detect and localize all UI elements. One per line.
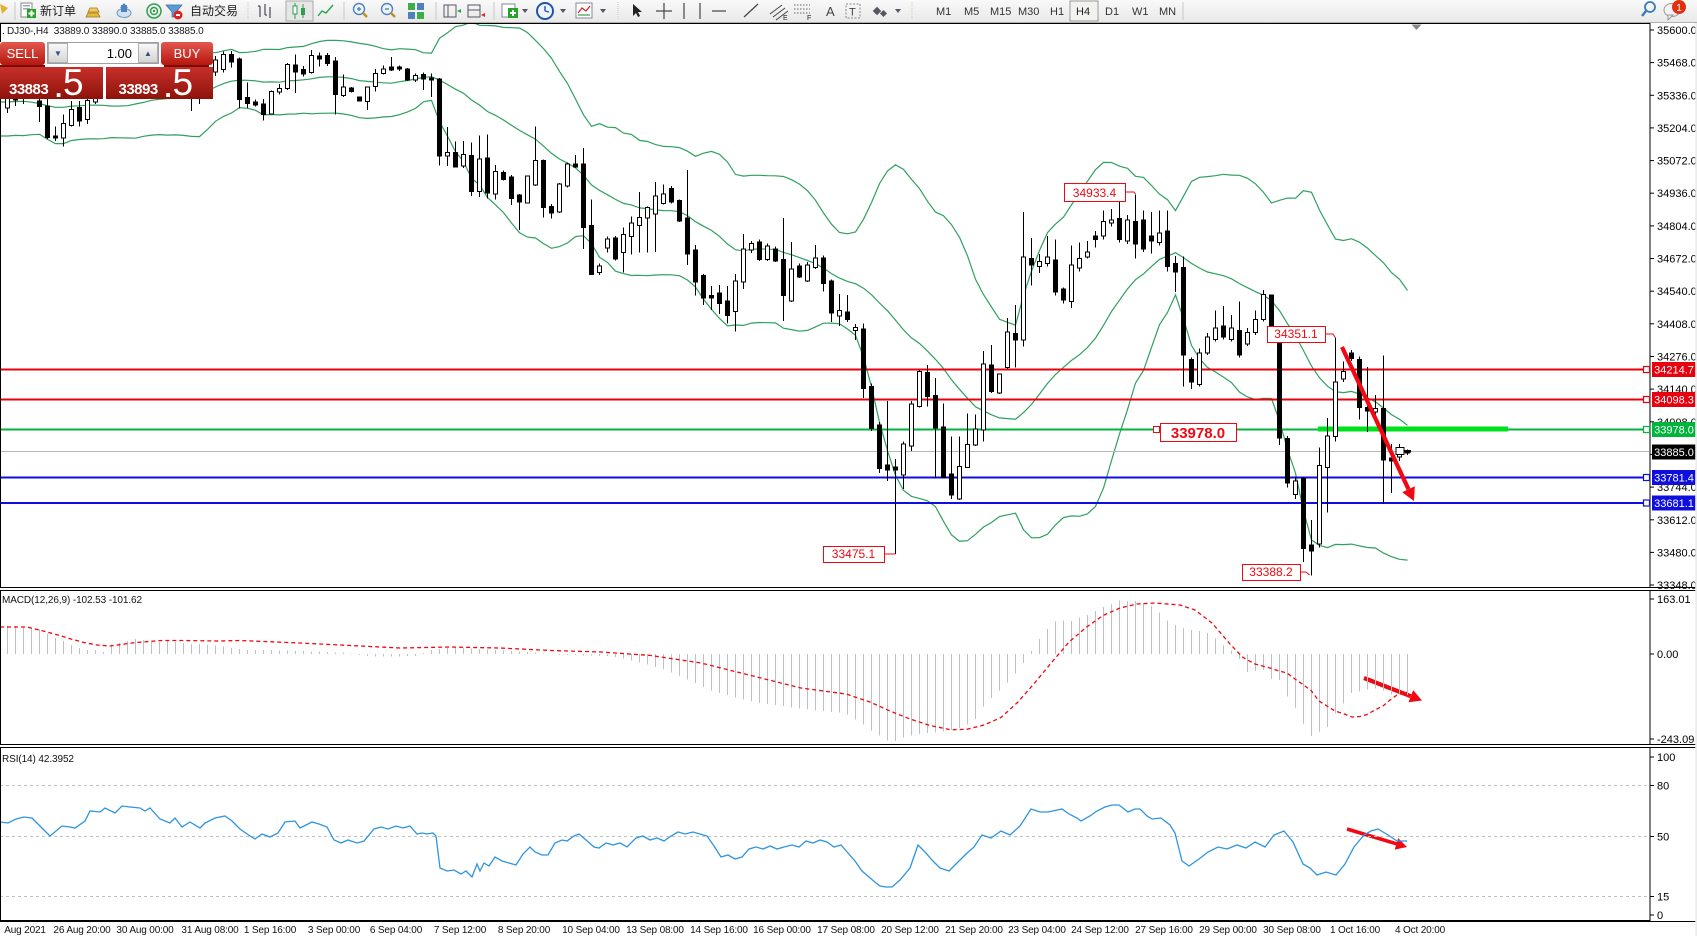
svg-text:6 Sep 04:00: 6 Sep 04:00 bbox=[370, 925, 423, 936]
svg-text:MN: MN bbox=[1159, 6, 1176, 18]
svg-text:27 Sep 16:00: 27 Sep 16:00 bbox=[1135, 925, 1193, 936]
svg-text:30 Sep 08:00: 30 Sep 08:00 bbox=[1263, 925, 1321, 936]
svg-text:34804.0: 34804.0 bbox=[1657, 221, 1697, 233]
svg-text:33978.0: 33978.0 bbox=[1654, 425, 1694, 437]
svg-text:34936.0: 34936.0 bbox=[1657, 188, 1697, 200]
svg-text:新订单: 新订单 bbox=[40, 3, 76, 18]
svg-text:15: 15 bbox=[1657, 892, 1669, 904]
svg-text:14 Sep 16:00: 14 Sep 16:00 bbox=[690, 925, 748, 936]
svg-text:MACD(12,26,9) -102.53 -101.62: MACD(12,26,9) -102.53 -101.62 bbox=[2, 595, 142, 606]
svg-text:35600.0: 35600.0 bbox=[1657, 25, 1697, 37]
svg-text:31 Aug 08:00: 31 Aug 08:00 bbox=[181, 925, 239, 936]
svg-text:80: 80 bbox=[1657, 781, 1669, 793]
svg-text:26 Aug 20:00: 26 Aug 20:00 bbox=[53, 925, 111, 936]
svg-text:4 Oct 20:00: 4 Oct 20:00 bbox=[1395, 925, 1446, 936]
svg-text:8 Sep 20:00: 8 Sep 20:00 bbox=[498, 925, 551, 936]
svg-text:D1: D1 bbox=[1105, 6, 1119, 18]
svg-text:33681.1: 33681.1 bbox=[1654, 498, 1694, 510]
svg-text:35468.0: 35468.0 bbox=[1657, 58, 1697, 70]
svg-text:23 Sep 04:00: 23 Sep 04:00 bbox=[1008, 925, 1066, 936]
svg-text:34214.7: 34214.7 bbox=[1654, 365, 1694, 377]
svg-text:.: . bbox=[2, 25, 5, 37]
svg-text:33475.1: 33475.1 bbox=[832, 547, 876, 561]
svg-text:34276.0: 34276.0 bbox=[1657, 352, 1697, 364]
svg-text:21 Sep 20:00: 21 Sep 20:00 bbox=[945, 925, 1003, 936]
svg-text:16 Sep 00:00: 16 Sep 00:00 bbox=[753, 925, 811, 936]
svg-text:M15: M15 bbox=[990, 6, 1011, 18]
svg-text:34351.1: 34351.1 bbox=[1274, 327, 1318, 341]
svg-text:-243.09: -243.09 bbox=[1657, 734, 1694, 746]
svg-text:H1: H1 bbox=[1050, 6, 1064, 18]
svg-text:17 Sep 08:00: 17 Sep 08:00 bbox=[817, 925, 875, 936]
svg-text:3 Sep 00:00: 3 Sep 00:00 bbox=[308, 925, 361, 936]
svg-text:H4: H4 bbox=[1076, 6, 1090, 18]
svg-text:1: 1 bbox=[1676, 3, 1682, 14]
svg-text:50: 50 bbox=[1657, 832, 1669, 844]
svg-text:33744.0: 33744.0 bbox=[1657, 482, 1697, 494]
svg-text:35072.0: 35072.0 bbox=[1657, 156, 1697, 168]
svg-text:100: 100 bbox=[1657, 752, 1675, 764]
svg-text:10 Sep 04:00: 10 Sep 04:00 bbox=[562, 925, 620, 936]
svg-text:F: F bbox=[807, 15, 811, 22]
svg-text:30 Aug 00:00: 30 Aug 00:00 bbox=[116, 925, 174, 936]
svg-text:163.01: 163.01 bbox=[1657, 594, 1691, 606]
svg-text:0: 0 bbox=[1657, 910, 1663, 922]
svg-text:35336.0: 35336.0 bbox=[1657, 90, 1697, 102]
svg-text:DJ30-,H4 33889.0 33890.0 3388: DJ30-,H4 33889.0 33890.0 33885.0 33885.0 bbox=[7, 26, 204, 37]
svg-text:35204.0: 35204.0 bbox=[1657, 123, 1697, 135]
svg-text:13 Sep 08:00: 13 Sep 08:00 bbox=[626, 925, 684, 936]
svg-text:0.00: 0.00 bbox=[1657, 649, 1678, 661]
svg-text:34408.0: 34408.0 bbox=[1657, 319, 1697, 331]
svg-text:1 Oct 16:00: 1 Oct 16:00 bbox=[1330, 925, 1381, 936]
svg-text:34098.3: 34098.3 bbox=[1654, 395, 1694, 407]
svg-text:33480.0: 33480.0 bbox=[1657, 547, 1697, 559]
svg-text:T: T bbox=[849, 7, 856, 19]
svg-text:34672.0: 34672.0 bbox=[1657, 254, 1697, 266]
svg-text:34933.4: 34933.4 bbox=[1073, 186, 1117, 200]
svg-text:24 Sep 12:00: 24 Sep 12:00 bbox=[1071, 925, 1129, 936]
svg-text:自动交易: 自动交易 bbox=[190, 3, 238, 18]
svg-text:M1: M1 bbox=[936, 6, 951, 18]
svg-text:M30: M30 bbox=[1018, 6, 1039, 18]
svg-text:M5: M5 bbox=[964, 6, 979, 18]
svg-text:RSI(14) 42.3952: RSI(14) 42.3952 bbox=[2, 754, 74, 765]
svg-text:33885.0: 33885.0 bbox=[1654, 447, 1694, 459]
svg-text:1 Sep 16:00: 1 Sep 16:00 bbox=[244, 925, 297, 936]
svg-text:33388.2: 33388.2 bbox=[1249, 565, 1293, 579]
svg-text:29 Sep 00:00: 29 Sep 00:00 bbox=[1199, 925, 1257, 936]
svg-text:33978.0: 33978.0 bbox=[1171, 425, 1225, 442]
svg-text:7 Sep 12:00: 7 Sep 12:00 bbox=[434, 925, 487, 936]
svg-text:33348.0: 33348.0 bbox=[1657, 580, 1697, 592]
svg-text:A: A bbox=[826, 4, 835, 19]
svg-text:20 Sep 12:00: 20 Sep 12:00 bbox=[881, 925, 939, 936]
svg-text:E: E bbox=[783, 15, 788, 22]
svg-text:34540.0: 34540.0 bbox=[1657, 286, 1697, 298]
svg-text:W1: W1 bbox=[1132, 6, 1149, 18]
svg-text:Aug 2021: Aug 2021 bbox=[4, 925, 46, 936]
svg-text:33612.0: 33612.0 bbox=[1657, 515, 1697, 527]
svg-text:33781.4: 33781.4 bbox=[1654, 473, 1694, 485]
